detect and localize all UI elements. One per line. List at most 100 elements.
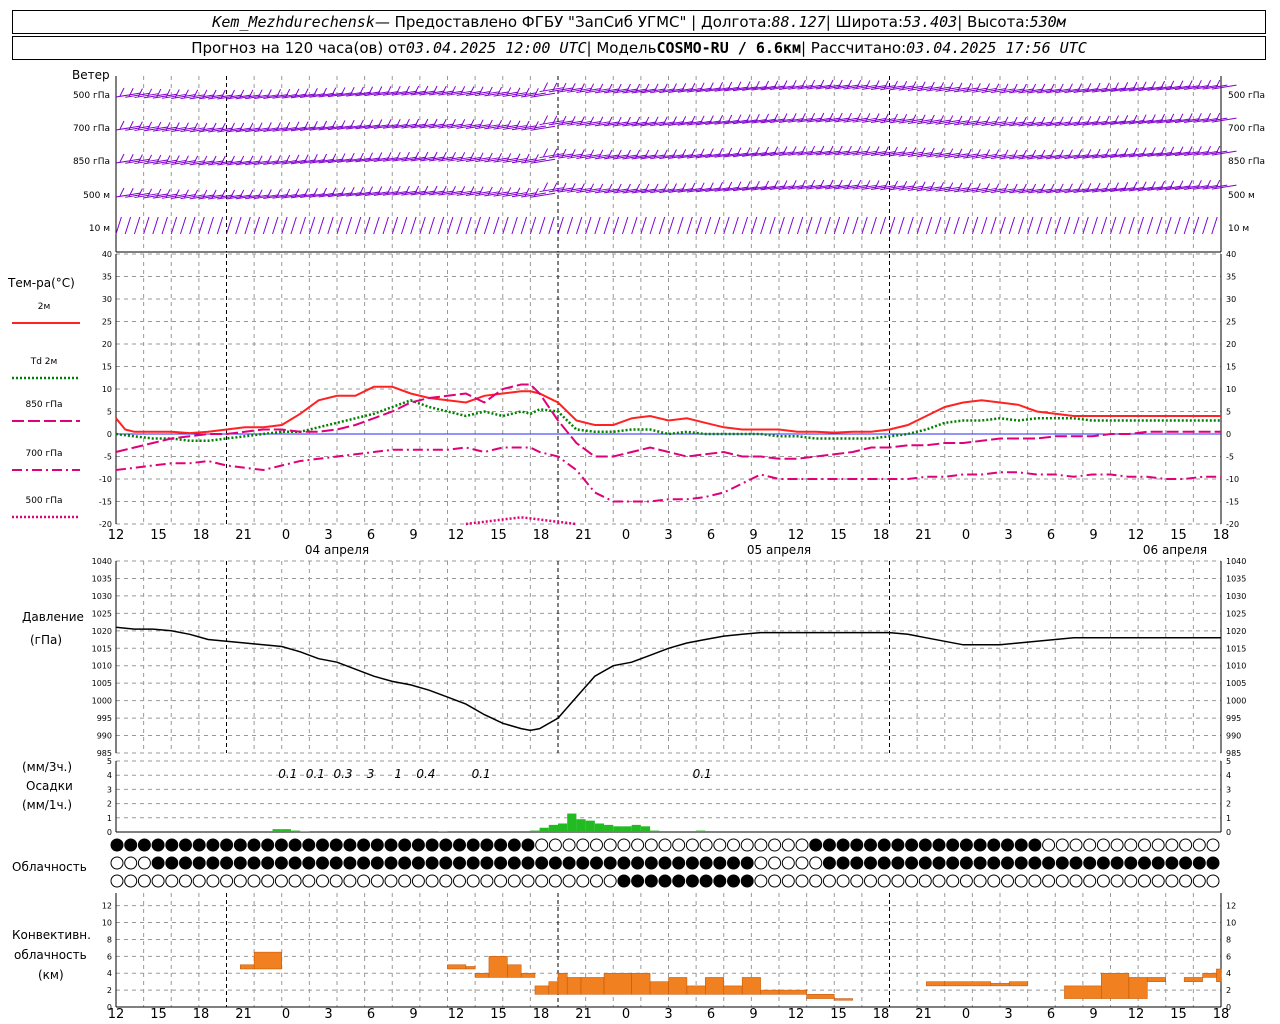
hour-tick-label: 18 <box>193 528 210 543</box>
wind-barb <box>594 121 620 127</box>
wind-barb <box>226 127 252 133</box>
wind-barb-flag <box>322 187 328 197</box>
wind-barb-flag <box>1178 113 1184 122</box>
wind-barb-flag <box>1095 82 1101 92</box>
wind-barb-flag <box>1021 149 1027 159</box>
wind-barb <box>1184 117 1209 123</box>
cloud-cover-symbol <box>179 874 192 888</box>
temp-tick-right: 5 <box>1226 408 1231 417</box>
cloud-cover-symbol <box>822 874 836 888</box>
cloud-cover-symbol <box>137 838 151 852</box>
precip-tick-right: 0 <box>1226 828 1231 837</box>
wind-barb <box>760 151 786 157</box>
wind-barb-flag <box>312 88 318 97</box>
wind-barb <box>1064 88 1090 94</box>
wind-barb-flag <box>165 189 171 198</box>
wind-barb-flag <box>276 89 281 98</box>
wind-barb-flag <box>506 87 512 96</box>
wind-barb-flag <box>1160 180 1165 190</box>
cloud-cover-symbol <box>699 856 713 870</box>
wind-barb <box>521 192 546 198</box>
wind-barb-flag <box>920 114 926 123</box>
conv-title-1: Конвективн. <box>12 928 91 942</box>
wind-barb-flag <box>975 83 981 92</box>
wind-barb <box>502 191 528 197</box>
cloud-cover-symbol <box>1083 874 1097 888</box>
wind-barb <box>1165 185 1191 191</box>
wind-barb <box>704 216 712 235</box>
cloud-cover-symbol <box>562 874 576 888</box>
wind-barb-flag <box>1021 183 1027 193</box>
cloud-cover-symbol <box>658 874 672 888</box>
wind-barb-flag <box>1141 81 1147 90</box>
cloud-cover-symbol <box>124 838 138 852</box>
cloud-cover-symbol <box>1028 856 1042 870</box>
conv-cloud-bar <box>723 985 743 995</box>
wind-barb <box>742 151 767 157</box>
wind-barb <box>953 87 979 93</box>
cloud-cover-symbol <box>631 874 645 888</box>
wind-barb <box>778 84 804 90</box>
precip-tick-left: 3 <box>107 785 112 794</box>
wind-barb-flag <box>966 115 972 125</box>
wind-barb <box>612 216 620 235</box>
wind-barb-flag <box>948 182 954 191</box>
wind-barb <box>189 216 196 235</box>
hour-tick-label-bottom: 9 <box>409 1007 417 1022</box>
temp-tick-left: 10 <box>102 385 112 394</box>
wind-barb <box>483 216 491 235</box>
computed-label: | Рассчитано: <box>800 39 907 57</box>
wind-barb-flag <box>211 122 217 132</box>
cloud-cover-symbol <box>316 874 329 888</box>
cloud-cover-symbol <box>110 856 124 870</box>
wind-barb-flag <box>847 79 852 89</box>
wind-barb-flag <box>441 85 447 95</box>
wind-barb <box>926 119 952 125</box>
wind-barb-flag <box>1141 114 1147 123</box>
wind-barb-flag <box>174 189 180 198</box>
wind-barb <box>576 88 602 94</box>
wind-barb <box>1147 85 1173 91</box>
wind-barb-flag <box>377 152 383 161</box>
wind-barb <box>382 190 408 196</box>
wind-level-label: 500 м <box>83 191 110 201</box>
temp-tick-right: 40 <box>1226 250 1236 259</box>
wind-barb-flag <box>745 147 751 156</box>
wind-barb <box>659 88 685 94</box>
precip-bar-small <box>300 831 310 832</box>
wind-barb-flag <box>690 115 696 125</box>
wind-barb <box>871 151 896 156</box>
wind-barb-flag <box>377 186 383 195</box>
wind-barb <box>944 87 970 93</box>
conv-cloud-bar <box>240 964 255 970</box>
wind-barb-flag <box>1012 183 1018 193</box>
pressure-title: Давление <box>22 610 84 624</box>
wind-barb <box>585 121 611 127</box>
wind-barb-flag <box>322 87 328 97</box>
wind-barb <box>1110 187 1136 193</box>
wind-barb <box>125 158 150 164</box>
wind-barb <box>152 216 159 235</box>
wind-barb <box>769 118 795 124</box>
wind-barb-flag <box>432 85 438 95</box>
cloud-cover-symbol <box>1192 874 1206 888</box>
wind-barb <box>272 216 279 235</box>
wind-barb-flag <box>1021 116 1027 126</box>
cloud-cover-symbol <box>288 874 302 888</box>
cloud-cover-symbol <box>891 874 905 888</box>
wind-barb-flag <box>478 152 484 161</box>
wind-barb <box>622 154 648 160</box>
wind-barb-flag <box>294 88 300 98</box>
wind-barb <box>677 120 703 126</box>
wind-barb <box>475 191 500 197</box>
wind-barb <box>263 194 289 200</box>
cloud-cover-symbol <box>822 856 836 870</box>
wind-barb-flag <box>948 82 954 91</box>
wind-barb <box>1128 186 1154 192</box>
wind-barb <box>410 156 436 162</box>
precip-title: Осадки <box>26 779 73 793</box>
cloud-cover-symbol <box>124 856 138 870</box>
wind-barb-flag <box>1049 149 1055 159</box>
wind-barb-flag <box>607 149 613 159</box>
wind-barb <box>208 127 233 133</box>
